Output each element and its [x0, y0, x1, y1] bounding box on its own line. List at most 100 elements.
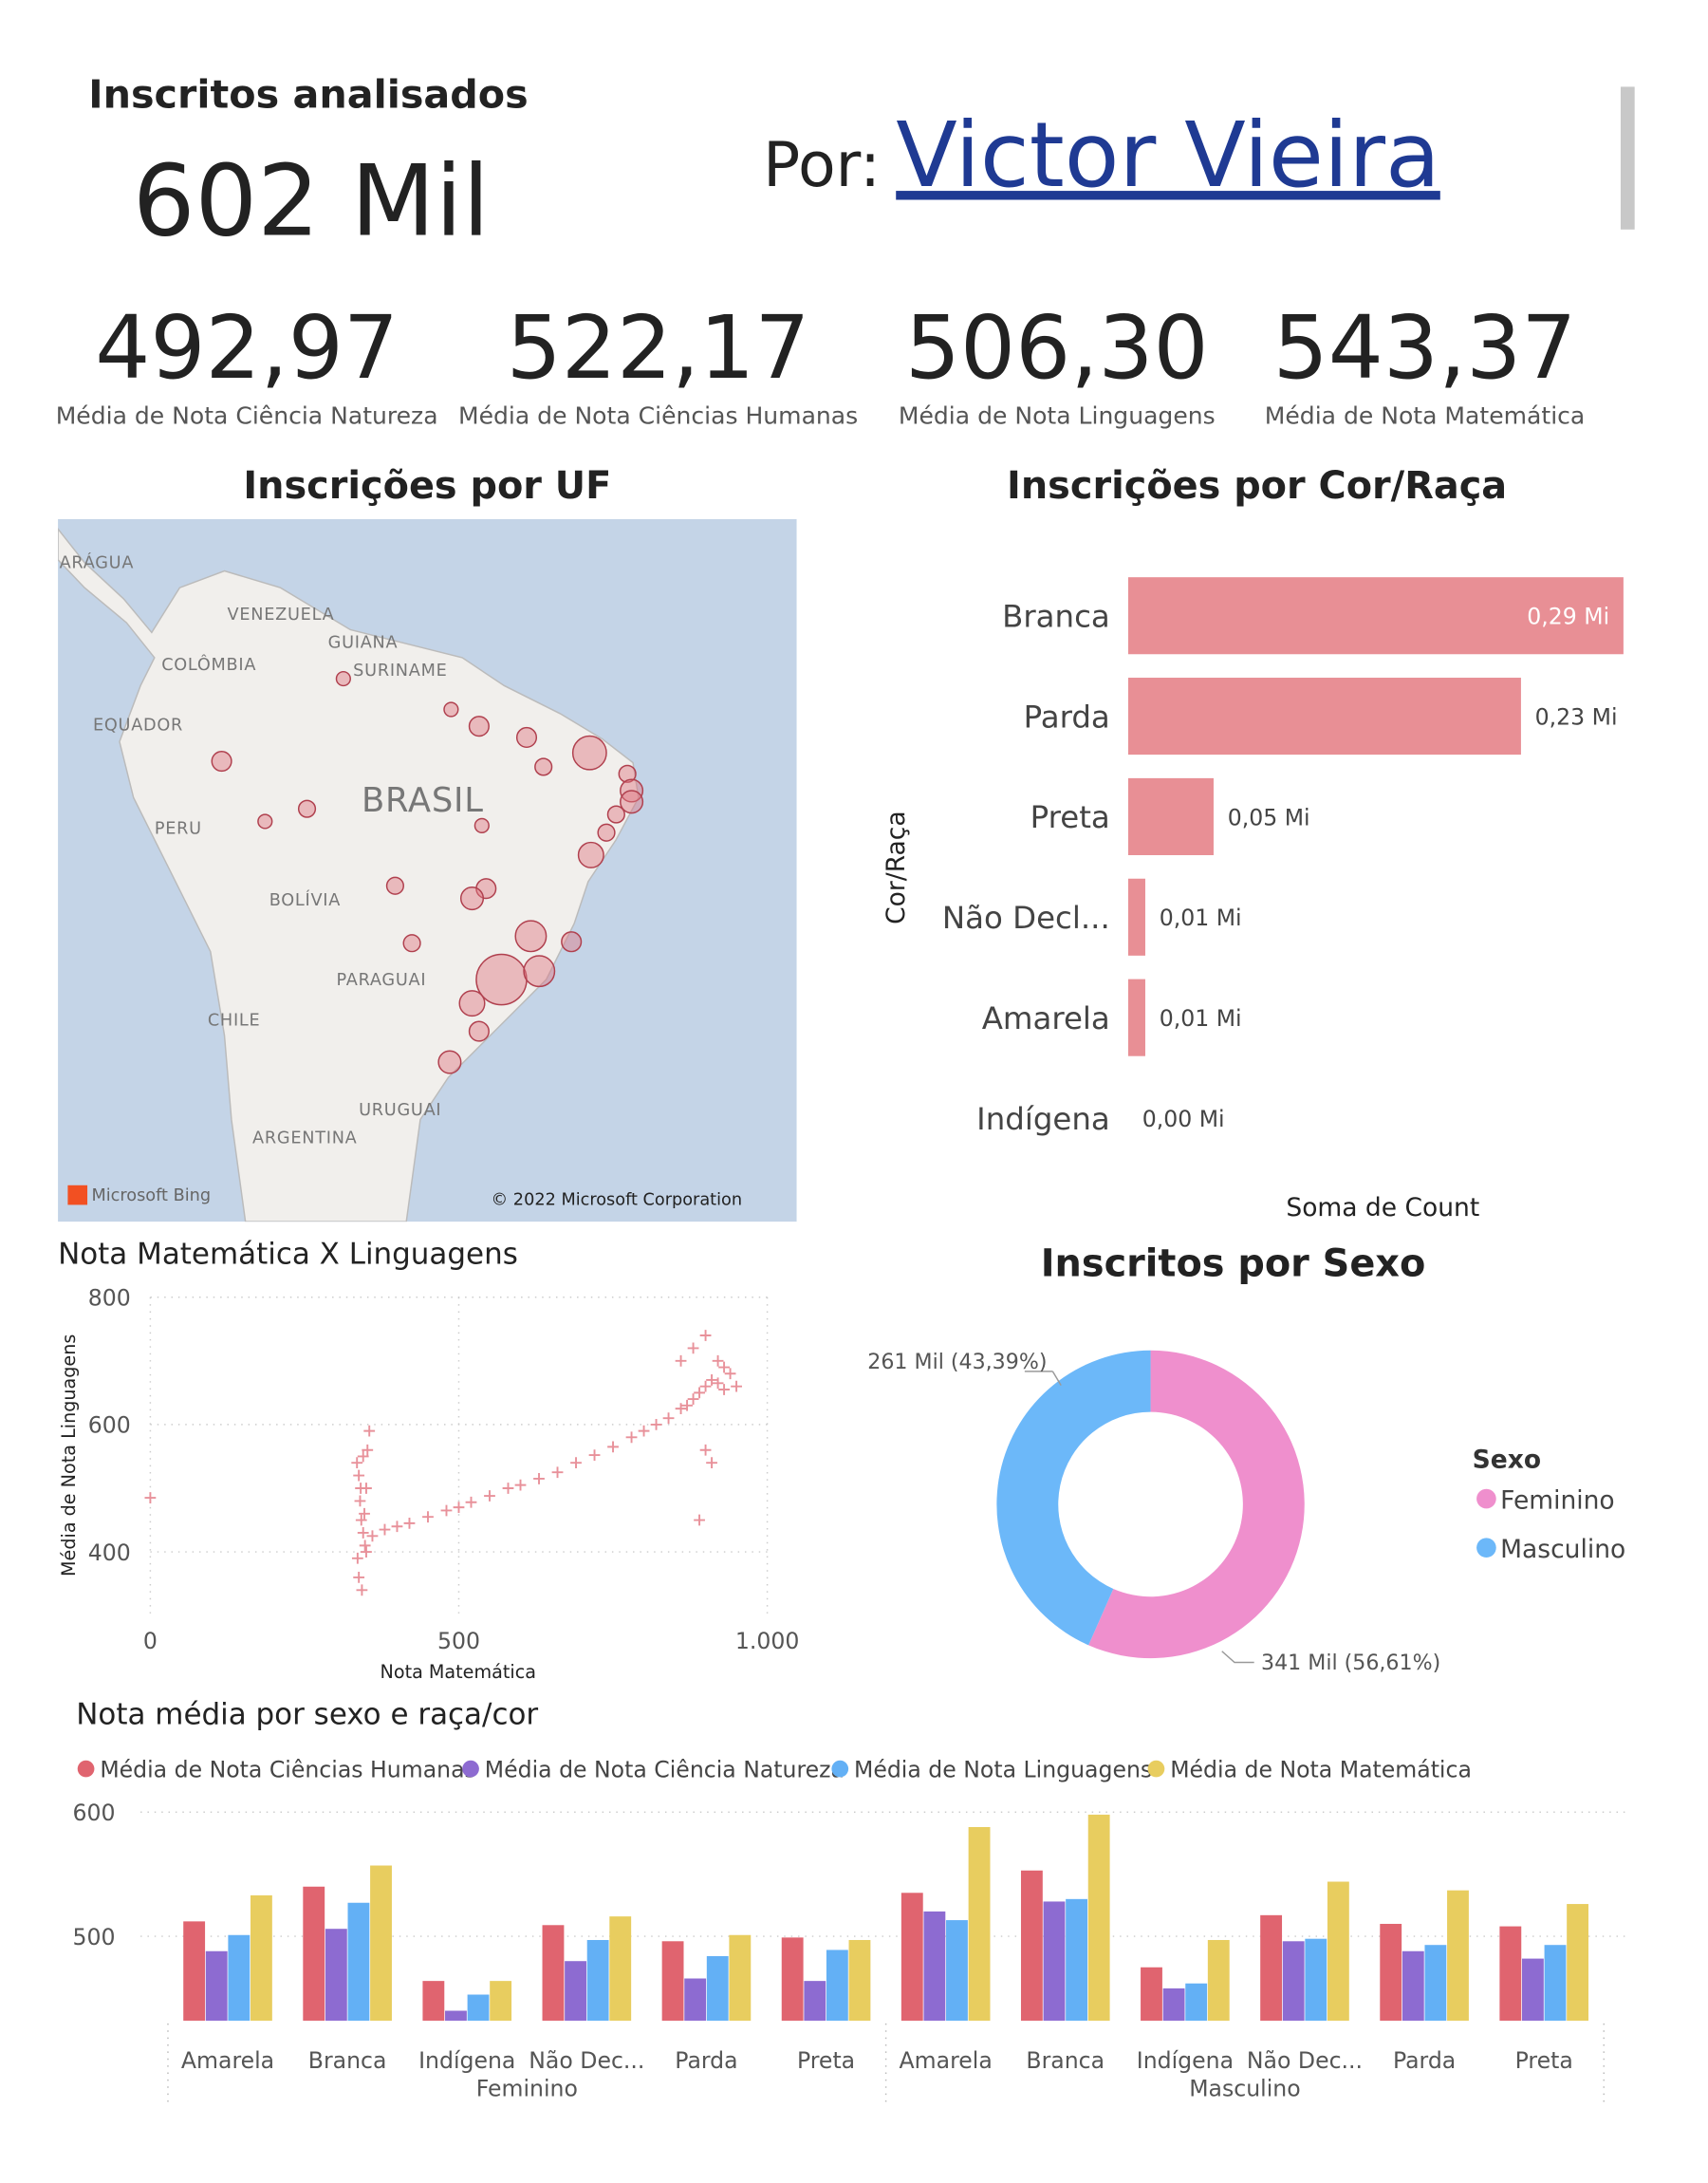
point — [625, 1431, 638, 1444]
point — [356, 1584, 368, 1596]
y-tick-label: 500 — [73, 1924, 116, 1950]
point — [675, 1354, 687, 1367]
map-bubble — [257, 813, 273, 830]
group-label: Masculino — [1189, 2076, 1300, 2102]
scatter-title: Nota Matemática X Linguagens — [58, 1237, 518, 1271]
point — [366, 1530, 379, 1542]
x-axis-title: Soma de Count — [1286, 1193, 1479, 1222]
map-label: ARGENTINA — [252, 1129, 358, 1148]
point — [353, 1572, 365, 1583]
category-label: Preta — [1030, 799, 1110, 835]
x-tick-label: Não Dec... — [529, 2047, 644, 2074]
point — [712, 1377, 724, 1390]
point — [502, 1483, 514, 1494]
kpi-number: 492,97 — [95, 297, 399, 399]
point — [354, 1495, 366, 1507]
y-tick-label: 400 — [88, 1539, 131, 1566]
bar — [1380, 1923, 1402, 2021]
bar — [1521, 1958, 1544, 2021]
bar — [1305, 1938, 1327, 2021]
map-land — [58, 528, 640, 1222]
point — [403, 1517, 416, 1529]
map-bubble — [618, 764, 637, 783]
map-label: BRASIL — [362, 781, 484, 820]
legend-swatch — [1476, 1538, 1496, 1558]
bar-title: Inscrições por Cor/Raça — [1007, 464, 1507, 508]
bar — [1127, 979, 1145, 1056]
point — [570, 1457, 582, 1469]
point — [144, 1492, 157, 1503]
point — [718, 1361, 730, 1373]
point — [362, 1444, 374, 1456]
x-tick-label: 500 — [437, 1628, 480, 1654]
map-label: GUIANA — [328, 634, 399, 653]
x-tick-label: Preta — [1515, 2047, 1573, 2074]
point — [694, 1387, 705, 1399]
bar — [1127, 777, 1214, 855]
x-tick-label: Branca — [1026, 2047, 1105, 2074]
point — [706, 1374, 717, 1386]
point — [440, 1504, 453, 1517]
bar — [303, 1886, 325, 2021]
kpi-number: 506,30 — [905, 297, 1209, 399]
value-label: 341 Mil (56,61%) — [1261, 1651, 1440, 1675]
point — [453, 1502, 465, 1514]
bar — [586, 1939, 609, 2021]
x-tick-label: 1.000 — [735, 1628, 799, 1654]
bar — [1447, 1890, 1469, 2021]
point — [699, 1330, 712, 1341]
y-tick-label: 600 — [73, 1800, 116, 1826]
point — [353, 1469, 365, 1482]
x-tick-label: Parda — [675, 2047, 737, 2074]
kpi-number: 522,17 — [507, 297, 810, 399]
legend-title: Sexo — [1473, 1446, 1541, 1475]
point — [465, 1496, 477, 1508]
point — [357, 1450, 369, 1463]
bar — [729, 1934, 752, 2021]
bar — [325, 1929, 347, 2021]
bar — [804, 1981, 826, 2021]
point — [363, 1425, 376, 1437]
point — [361, 1483, 372, 1494]
map-attribution: Microsoft Bing — [91, 1186, 211, 1205]
value-label: 0,01 Mi — [1160, 1005, 1242, 1032]
x-tick-label: 0 — [143, 1628, 158, 1654]
legend-label: Feminino — [1500, 1485, 1615, 1515]
author-link[interactable]: Victor Vieira — [896, 103, 1440, 208]
point — [699, 1444, 712, 1456]
map-bubble — [561, 931, 583, 953]
map-bubble — [443, 701, 459, 718]
point — [650, 1419, 662, 1430]
y-tick-label: 800 — [88, 1285, 131, 1312]
x-tick-label: Indígena — [418, 2047, 515, 2074]
bar — [1043, 1901, 1066, 2021]
map-label: PERU — [155, 820, 202, 839]
map-bubble — [458, 990, 486, 1017]
bar — [1141, 1967, 1162, 2021]
legend-swatch — [1476, 1488, 1496, 1509]
point — [359, 1539, 371, 1552]
bar — [848, 1939, 871, 2021]
x-tick-label: Não Dec... — [1247, 2047, 1363, 2074]
bar — [968, 1826, 991, 2021]
point — [533, 1473, 545, 1484]
bar — [1260, 1914, 1283, 2021]
y-axis-title: Cor/Raça — [882, 811, 911, 924]
point — [699, 1380, 712, 1392]
point — [694, 1514, 705, 1526]
kpi-caption: Média de Nota Ciências Humanas — [458, 402, 858, 430]
x-tick-label: Parda — [1393, 2047, 1456, 2074]
bing-logo — [67, 1185, 88, 1205]
legend-label: Média de Nota Matemática — [1170, 1756, 1472, 1782]
map-label: COLÔMBIA — [161, 654, 256, 675]
grouped-title: Nota média por sexo e raça/cor — [76, 1697, 538, 1731]
map-bubble — [468, 716, 490, 737]
bar — [250, 1894, 272, 2021]
bar — [565, 1961, 586, 2021]
bar — [1544, 1945, 1567, 2021]
scrollbar[interactable] — [1620, 86, 1635, 230]
bar — [1127, 878, 1145, 956]
bar — [1127, 678, 1521, 756]
legend-label: Média de Nota Ciência Natureza — [485, 1756, 845, 1782]
point — [484, 1490, 495, 1502]
